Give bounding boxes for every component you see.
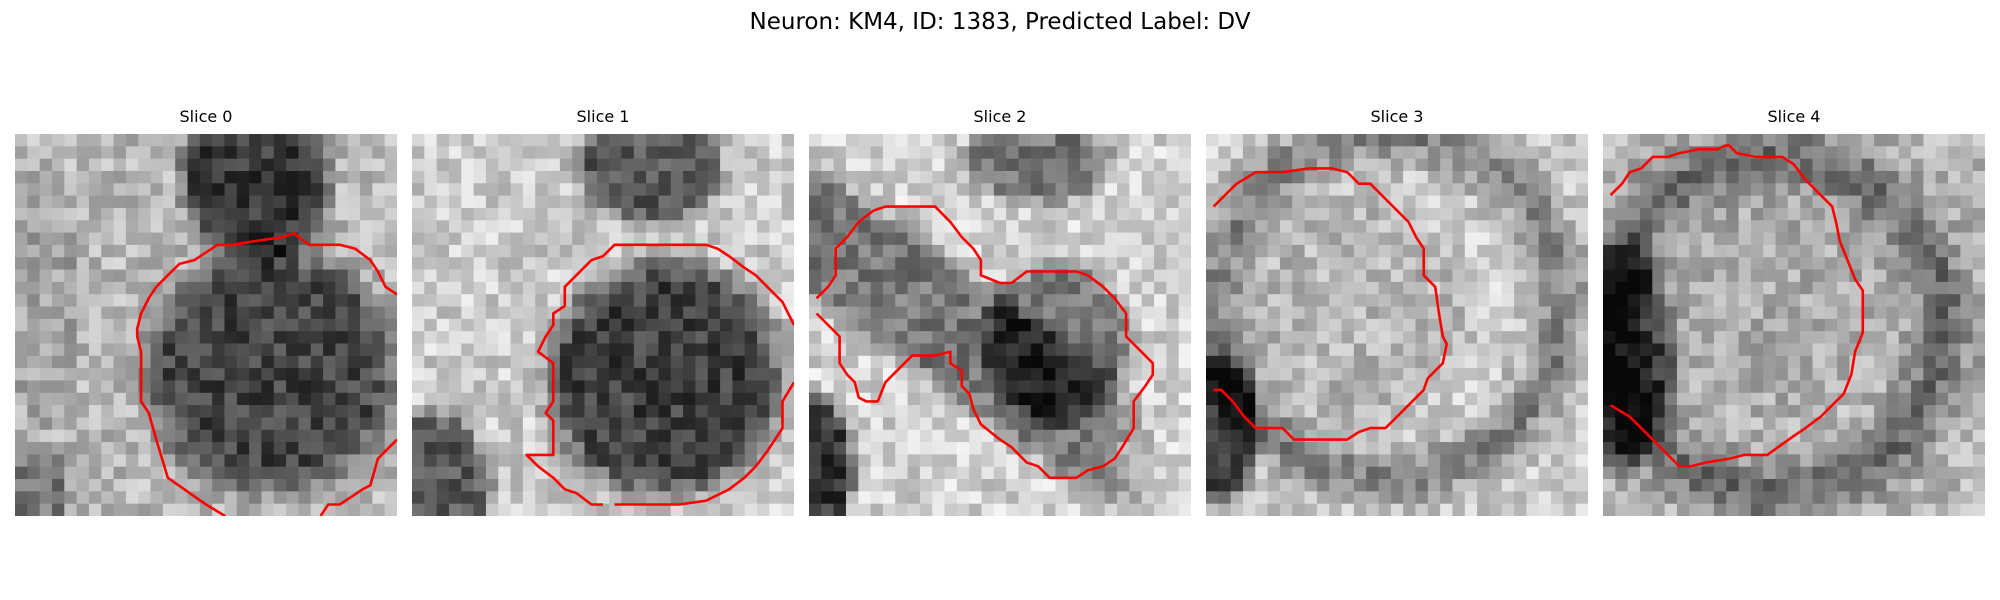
slice-image [809, 134, 1191, 516]
segmentation-contour [135, 232, 397, 516]
slice-panel-0: Slice 0 [15, 107, 397, 516]
slice-panel-2: Slice 2 [809, 107, 1191, 516]
slice-image [1206, 134, 1588, 516]
slice-title: Slice 4 [1767, 107, 1821, 126]
segmentation-contour [319, 438, 397, 516]
slice-panel-3: Slice 3 [1206, 107, 1588, 516]
figure-title: Neuron: KM4, ID: 1383, Predicted Label: … [749, 9, 1251, 35]
slice-title: Slice 0 [179, 107, 233, 126]
slice-panel-4: Slice 4 [1603, 107, 1985, 516]
slice-panel-1: Slice 1 [412, 107, 794, 516]
slice-title: Slice 1 [576, 107, 630, 126]
slice-title: Slice 2 [973, 107, 1027, 126]
segmentation-contour [525, 243, 794, 506]
segmentation-contour [815, 205, 1155, 480]
segmentation-contour [614, 381, 794, 506]
slice-image [412, 134, 794, 516]
segmentation-contour [1212, 167, 1448, 441]
slice-image [15, 134, 397, 516]
segmentation-contour [1609, 144, 1865, 468]
slice-image [1603, 134, 1985, 516]
slice-title: Slice 3 [1370, 107, 1424, 126]
